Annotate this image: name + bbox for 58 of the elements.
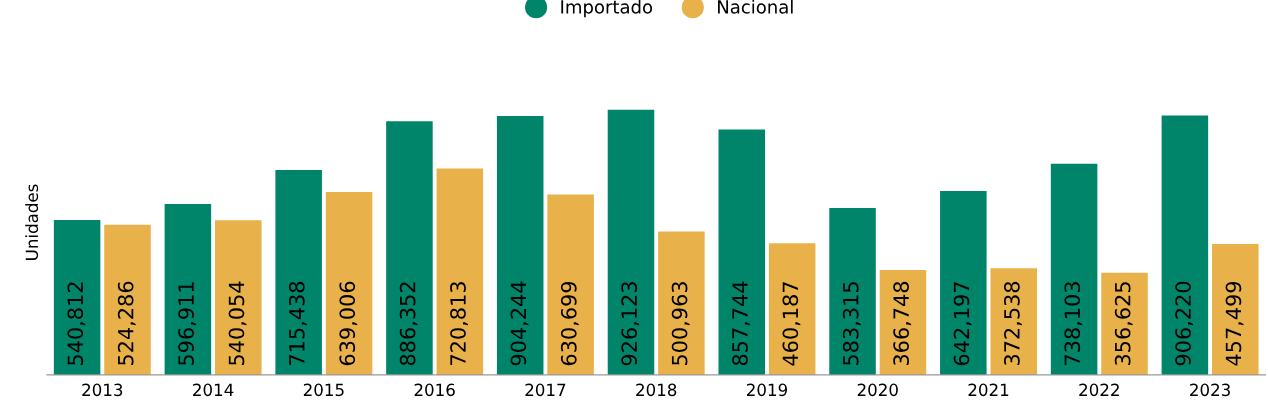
data-label: 583,315 [842, 282, 861, 365]
bar [436, 168, 484, 375]
bar [547, 194, 594, 375]
bar [496, 116, 544, 375]
bar [1101, 272, 1148, 375]
legend-label: Importado [561, 0, 653, 18]
data-label: 540,812 [67, 282, 86, 365]
x-tick-label: 2021 [968, 383, 1009, 397]
bar [718, 129, 766, 375]
data-label: 738,103 [1064, 282, 1083, 365]
data-label: 540,054 [228, 281, 247, 365]
data-label: 720,813 [450, 282, 469, 365]
data-label: 886,352 [399, 282, 418, 366]
bar [940, 191, 987, 375]
x-tick-label: 2020 [857, 383, 898, 397]
data-label: 904,244 [510, 281, 529, 366]
data-label: 639,006 [339, 281, 358, 366]
data-label: 524,286 [117, 281, 136, 365]
x-tick-label: 2023 [1190, 383, 1230, 397]
data-label: 642,197 [953, 282, 972, 366]
data-label: 372,538 [1004, 281, 1022, 365]
bar [164, 204, 212, 375]
y-axis-title: Unidades [25, 184, 39, 260]
data-label: 457,499 [1225, 281, 1244, 366]
x-tick-label: 2013 [82, 383, 123, 397]
data-label: 460,187 [782, 282, 801, 366]
x-tick-label: 2018 [636, 383, 677, 397]
bar [1050, 163, 1098, 375]
data-label: 926,123 [621, 282, 640, 366]
legend-label: Nacional [718, 0, 793, 14]
bar [829, 207, 876, 375]
bar [1161, 115, 1209, 375]
bar [386, 121, 433, 375]
bar [104, 224, 151, 375]
bar [275, 170, 322, 375]
bar [990, 268, 1037, 375]
data-label: 857,744 [732, 281, 750, 366]
bar [215, 220, 262, 375]
data-label: 366,748 [893, 281, 912, 365]
bar [768, 243, 816, 375]
bar [658, 231, 705, 375]
bar [1212, 243, 1259, 375]
x-tick-label: 2017 [525, 383, 566, 397]
data-label: 500,963 [671, 282, 690, 365]
bar [607, 109, 655, 375]
bar [879, 269, 927, 375]
data-label: 596,911 [178, 282, 197, 365]
x-tick-label: 2015 [303, 383, 344, 397]
x-tick-label: 2014 [193, 383, 234, 397]
x-tick-label: 2022 [1079, 383, 1119, 397]
data-label: 356,625 [1114, 282, 1133, 365]
data-label: 906,220 [1175, 281, 1194, 366]
bar [325, 192, 373, 375]
data-label: 630,699 [560, 281, 579, 366]
data-label: 715,438 [288, 281, 307, 365]
bar [53, 220, 101, 375]
x-tick-label: 2019 [746, 383, 787, 397]
x-tick-label: 2016 [414, 383, 455, 397]
